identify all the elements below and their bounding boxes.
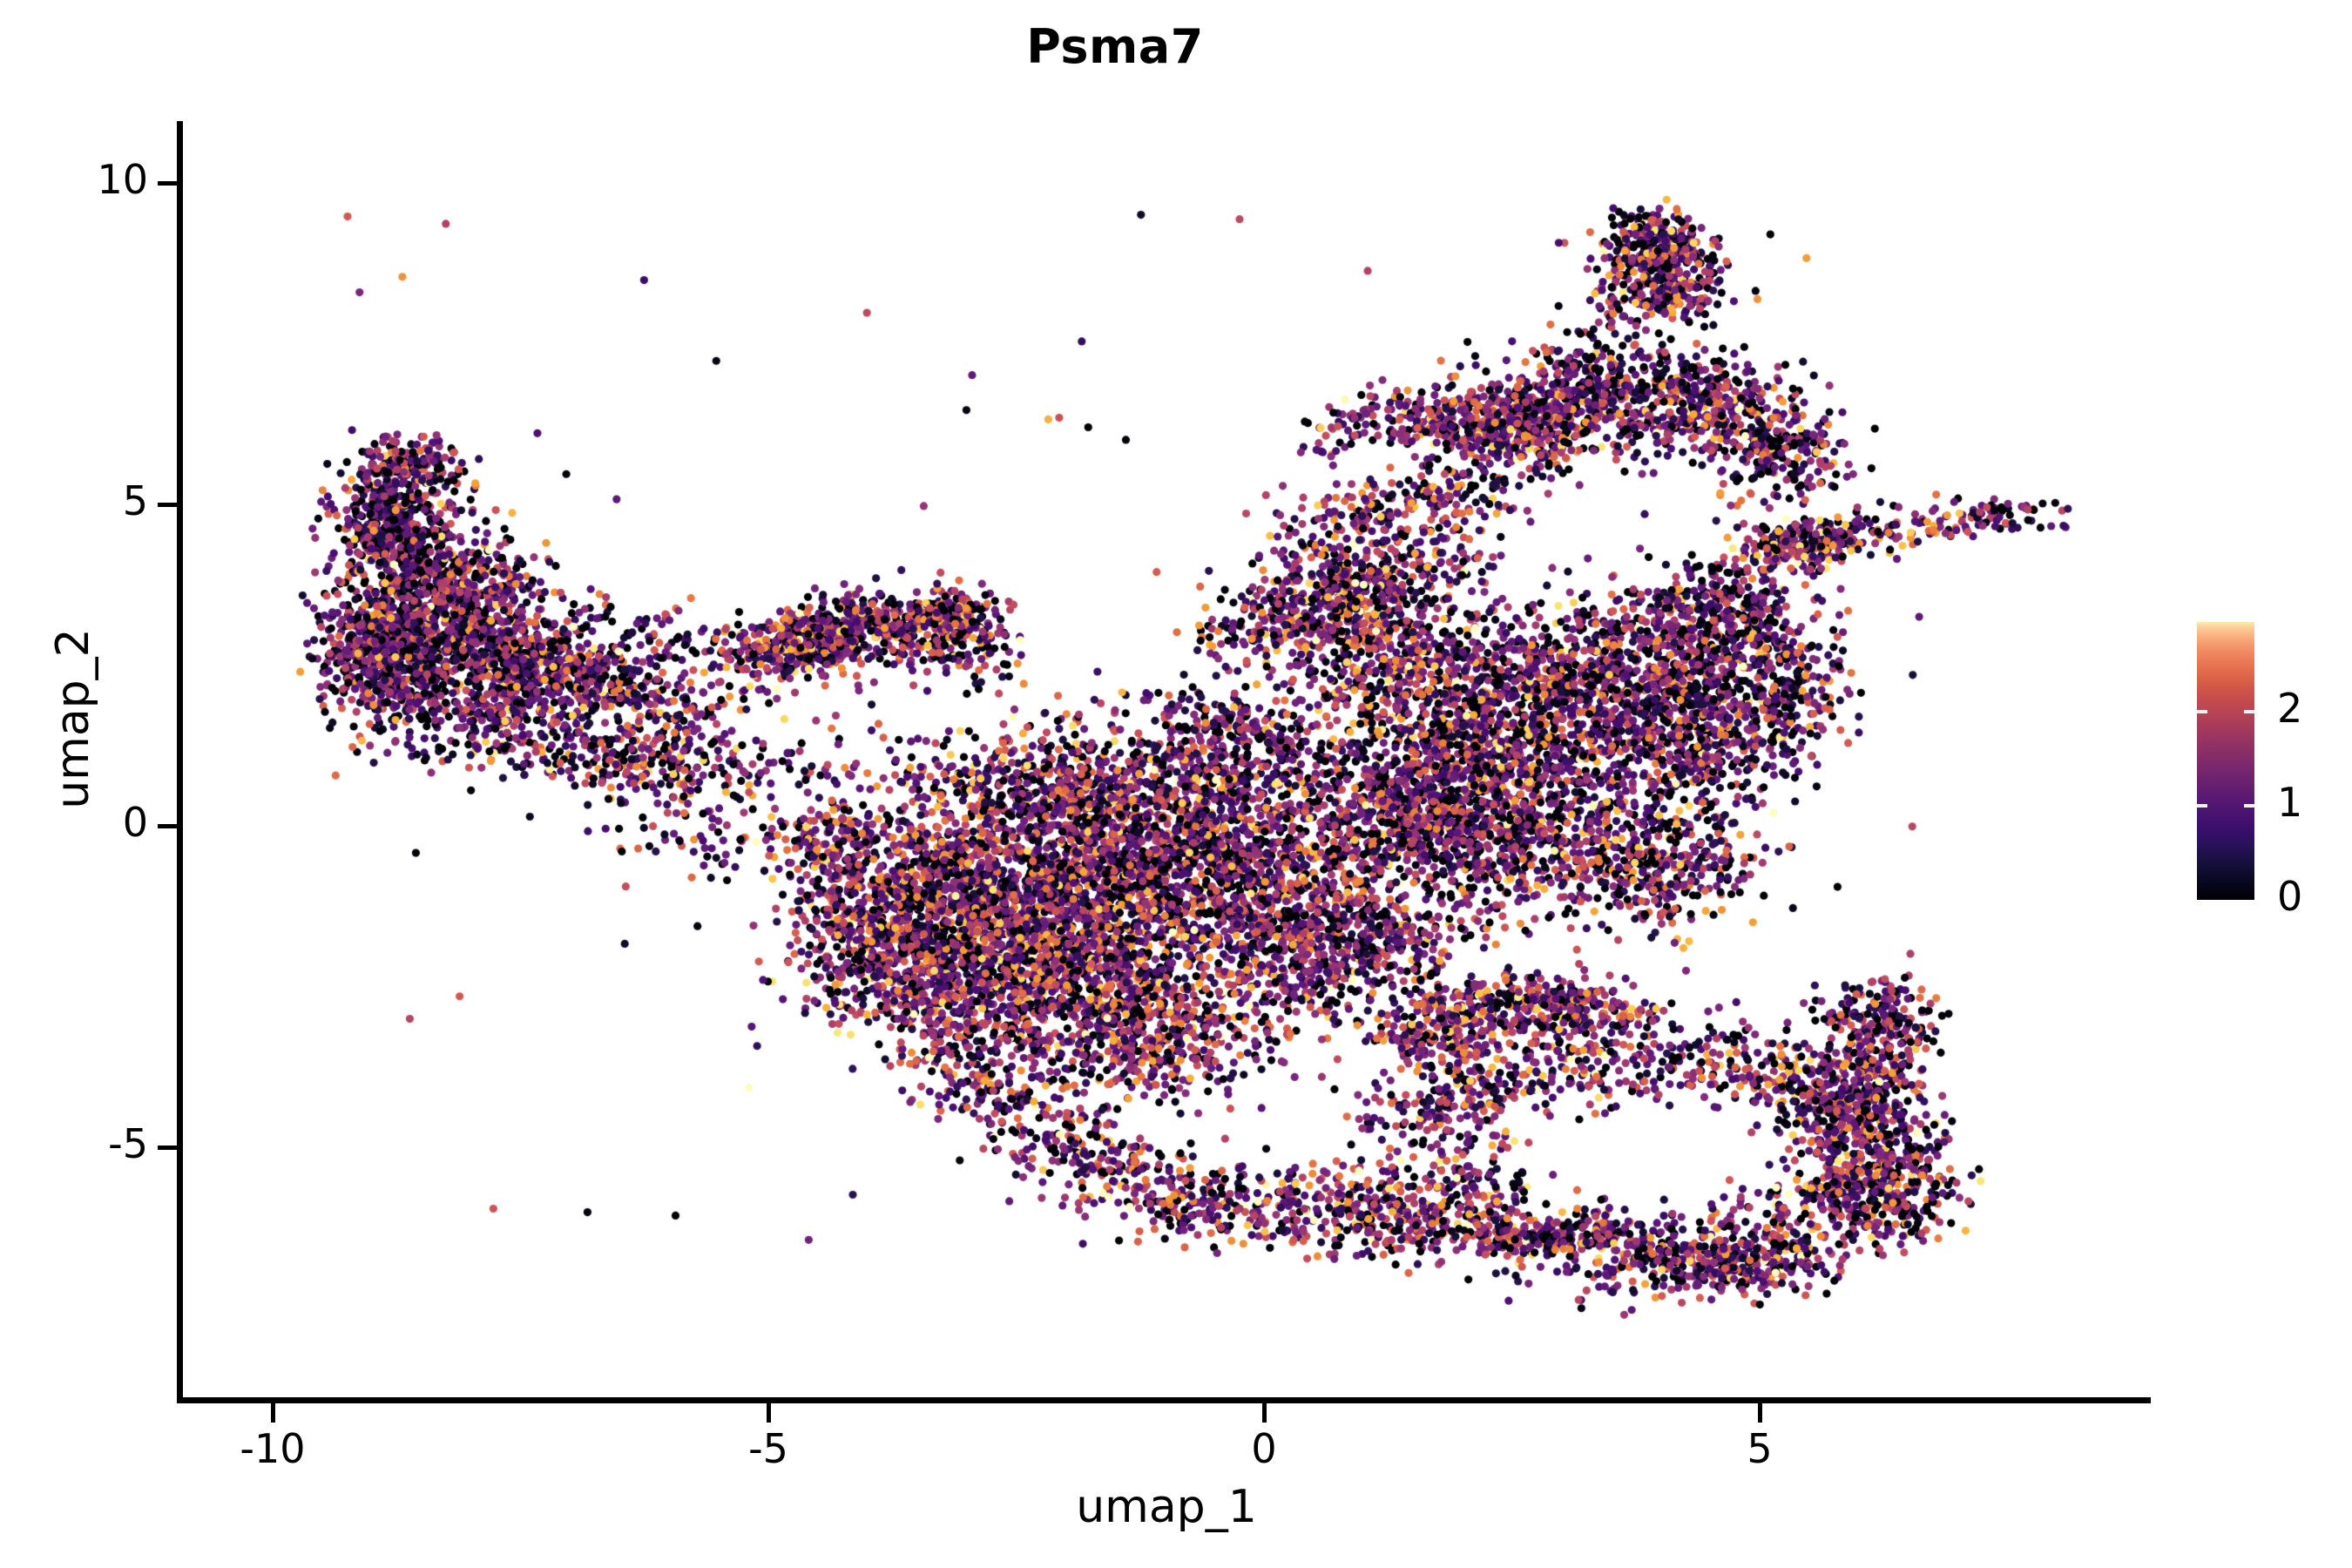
x-tick-mark — [767, 1403, 771, 1423]
colorbar-tick-label: 1 — [2277, 778, 2303, 826]
x-tick-label: -10 — [240, 1425, 306, 1472]
colorbar-tick-label: 0 — [2277, 873, 2303, 920]
x-tick-mark — [271, 1403, 275, 1423]
colorbar-tick-mark — [2244, 803, 2254, 808]
chart-title: Psma7 — [1026, 19, 1204, 74]
y-tick-mark — [158, 1146, 177, 1151]
y-tick-mark — [158, 824, 177, 828]
colorbar-tick-label: 2 — [2277, 684, 2303, 732]
x-tick-label: 0 — [1251, 1425, 1277, 1472]
x-tick-label: 5 — [1747, 1425, 1773, 1472]
y-tick-label: 10 — [97, 155, 148, 203]
x-axis-spine — [177, 1397, 2151, 1403]
colorbar-tick-mark — [2244, 709, 2254, 713]
y-axis-spine — [177, 121, 183, 1403]
x-tick-mark — [1758, 1403, 1762, 1423]
x-axis-label: umap_1 — [1076, 1481, 1257, 1533]
colorbar-tick-mark — [2197, 803, 2207, 808]
y-tick-label: 5 — [122, 476, 148, 524]
colorbar-gradient — [2197, 622, 2254, 900]
y-tick-label: -5 — [108, 1120, 148, 1168]
plot-area — [182, 121, 2151, 1400]
colorbar-tick-mark — [2197, 709, 2207, 713]
x-tick-mark — [1262, 1403, 1267, 1423]
scatter-points-canvas — [182, 121, 2151, 1400]
x-tick-label: -5 — [748, 1425, 788, 1472]
colorbar: 0 1 2 — [2197, 622, 2345, 920]
y-axis-label: umap_2 — [47, 628, 99, 809]
y-tick-mark — [158, 180, 177, 186]
y-tick-mark — [158, 502, 177, 507]
y-tick-label: 0 — [122, 799, 148, 846]
